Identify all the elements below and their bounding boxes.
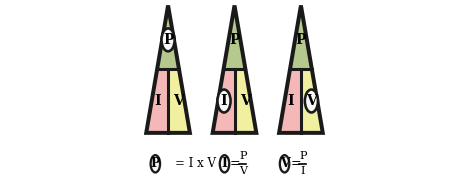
- Text: V: V: [173, 94, 184, 108]
- Polygon shape: [146, 69, 168, 133]
- Text: P: P: [299, 151, 307, 161]
- Polygon shape: [157, 5, 179, 69]
- Text: I: I: [287, 94, 294, 108]
- Text: = I x V: = I x V: [175, 157, 216, 170]
- Text: V: V: [239, 167, 247, 176]
- Text: V: V: [306, 94, 317, 108]
- Text: P: P: [295, 33, 306, 47]
- Text: =: =: [290, 157, 301, 170]
- Polygon shape: [290, 5, 312, 69]
- Text: V: V: [280, 157, 289, 170]
- Polygon shape: [234, 69, 257, 133]
- Polygon shape: [224, 5, 245, 69]
- Ellipse shape: [305, 90, 318, 112]
- Text: I: I: [154, 94, 161, 108]
- Text: P: P: [229, 33, 240, 47]
- Polygon shape: [301, 69, 323, 133]
- Ellipse shape: [161, 28, 174, 51]
- Text: V: V: [240, 94, 250, 108]
- Text: P: P: [151, 157, 160, 170]
- Ellipse shape: [220, 155, 229, 173]
- Text: =: =: [230, 157, 241, 170]
- Polygon shape: [168, 69, 190, 133]
- Ellipse shape: [218, 90, 231, 112]
- Text: I: I: [301, 167, 305, 176]
- Text: I: I: [221, 157, 227, 170]
- Ellipse shape: [151, 155, 160, 173]
- Text: I: I: [221, 94, 227, 108]
- Polygon shape: [212, 69, 234, 133]
- Polygon shape: [279, 69, 301, 133]
- Text: P: P: [163, 33, 174, 47]
- Text: P: P: [239, 151, 246, 161]
- Ellipse shape: [280, 155, 289, 173]
